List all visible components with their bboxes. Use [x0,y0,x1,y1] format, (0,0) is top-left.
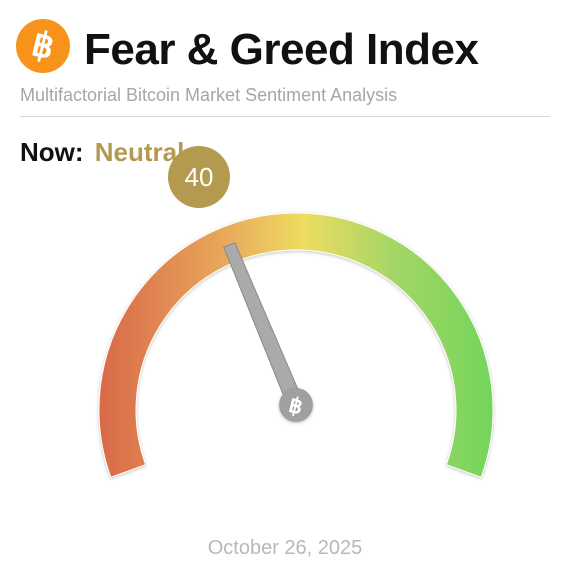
index-date: October 26, 2025 [207,537,363,559]
bitcoin-icon: ฿ [28,25,58,67]
index-value-bubble: 40 [168,146,230,208]
bitcoin-logo: ฿ [16,19,70,73]
gauge-needle [223,242,305,409]
sentiment-classification: Neutral [94,137,185,167]
now-label: Now: [20,137,84,167]
gauge-arc [98,212,494,479]
bitcoin-icon: ฿ [286,394,305,420]
current-sentiment: Now: Neutral [20,137,184,167]
gauge-hub: ฿ [279,388,313,422]
svg-text:฿: ฿ [286,394,305,420]
header-divider [20,116,550,117]
page-subtitle: Multifactorial Bitcoin Market Sentiment … [20,85,398,105]
page-title: Fear & Greed Index [84,25,479,74]
